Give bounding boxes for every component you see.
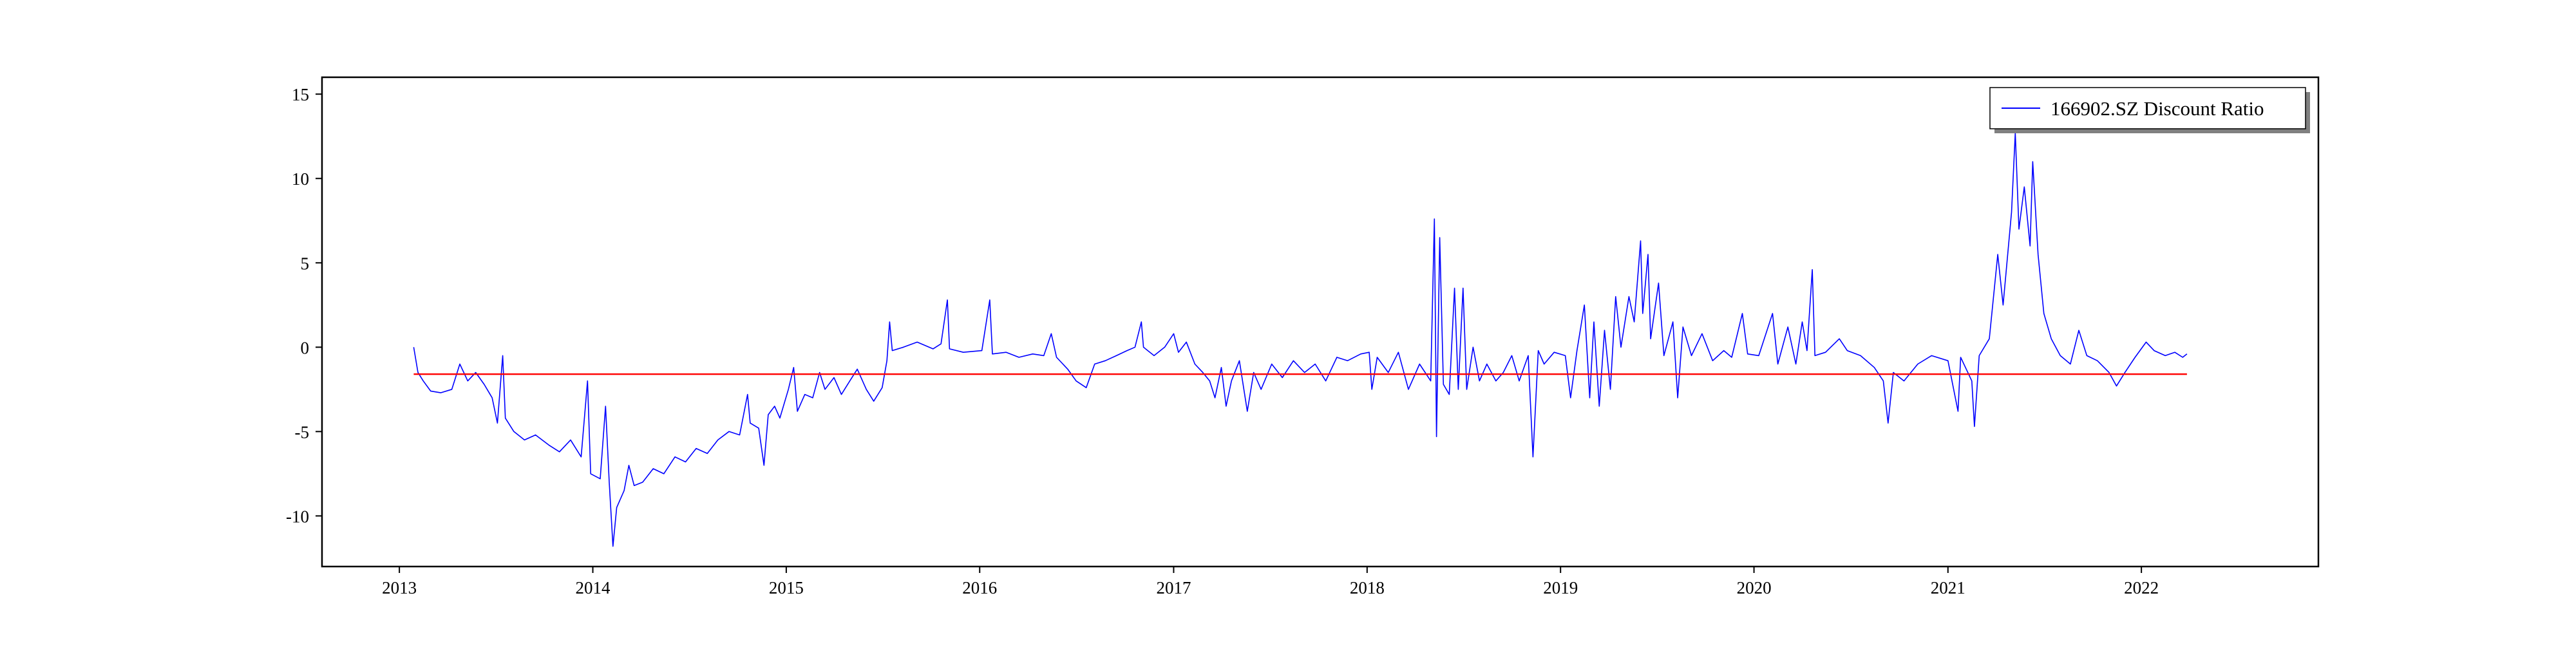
y-tick-label: 5 xyxy=(301,254,310,273)
x-axis: 2013 2014 2015 2016 2017 2018 2019 2020 2021 2022 xyxy=(382,567,2159,597)
y-tick-label: -10 xyxy=(286,507,309,526)
x-tick-label: 2019 xyxy=(1543,578,1578,597)
x-tick-label: 2018 xyxy=(1350,578,1385,597)
plot-area-frame xyxy=(321,76,2320,568)
x-tick-label: 2016 xyxy=(962,578,997,597)
legend: 166902.SZ Discount Ratio xyxy=(1989,87,2310,133)
legend-box xyxy=(1989,87,2306,129)
y-tick-label: -5 xyxy=(295,422,310,442)
x-tick-label: 2022 xyxy=(2124,578,2159,597)
x-tick-label: 2020 xyxy=(1737,578,1772,597)
y-tick-label: 15 xyxy=(292,85,309,104)
y-axis: 15 10 5 0 -5 -10 xyxy=(286,85,322,526)
series-layer xyxy=(413,132,2188,547)
y-tick-label: 0 xyxy=(301,338,310,357)
series-line-discount-ratio xyxy=(413,132,2188,547)
x-tick-label: 2014 xyxy=(576,578,611,597)
x-tick-label: 2017 xyxy=(1156,578,1191,597)
x-tick-label: 2015 xyxy=(769,578,804,597)
legend-label-discount-ratio: 166902.SZ Discount Ratio xyxy=(2050,97,2264,120)
y-tick-label: 10 xyxy=(292,169,309,189)
x-tick-label: 2021 xyxy=(1931,578,1965,597)
x-tick-label: 2013 xyxy=(382,578,417,597)
